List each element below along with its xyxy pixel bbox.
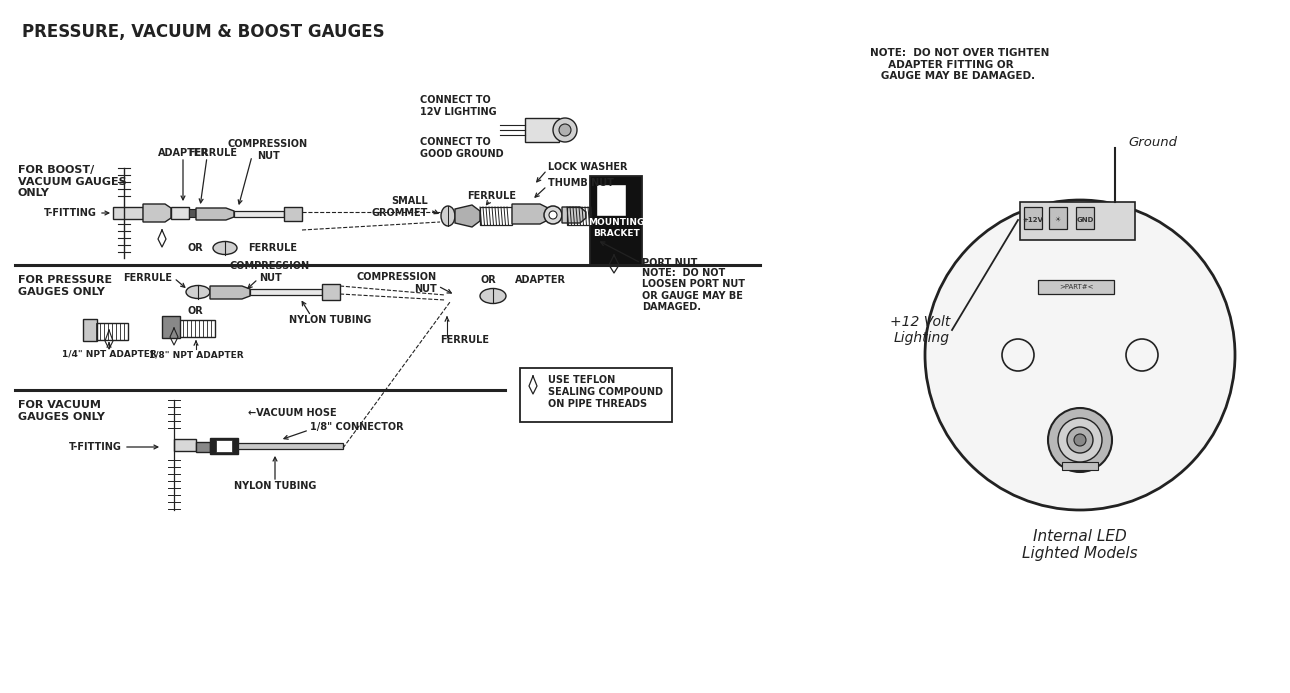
- Bar: [190, 209, 196, 217]
- Bar: [163, 316, 181, 338]
- Circle shape: [1067, 427, 1093, 453]
- Bar: [83, 319, 97, 341]
- Text: Internal LED
Lighted Models: Internal LED Lighted Models: [1022, 529, 1138, 561]
- Text: ADAPTER: ADAPTER: [515, 275, 566, 285]
- Circle shape: [1075, 434, 1086, 446]
- Bar: [568, 207, 590, 225]
- Text: T-FITTING: T-FITTING: [44, 208, 97, 218]
- Bar: [1062, 462, 1098, 470]
- Bar: [480, 207, 512, 225]
- Circle shape: [559, 124, 571, 136]
- Bar: [215, 440, 232, 452]
- Bar: [322, 284, 341, 300]
- Bar: [237, 443, 343, 449]
- Polygon shape: [455, 205, 480, 227]
- Bar: [1038, 280, 1115, 294]
- Text: FERRULE: FERRULE: [123, 273, 172, 283]
- Bar: [1024, 207, 1042, 229]
- Text: USE TEFLON
SEALING COMPOUND
ON PIPE THREADS: USE TEFLON SEALING COMPOUND ON PIPE THRE…: [548, 376, 663, 409]
- Circle shape: [1047, 408, 1112, 472]
- Text: PRESSURE, VACUUM & BOOST GAUGES: PRESSURE, VACUUM & BOOST GAUGES: [22, 23, 384, 41]
- Text: LOCK WASHER: LOCK WASHER: [548, 162, 627, 172]
- Bar: [1049, 207, 1067, 229]
- Polygon shape: [562, 207, 586, 223]
- Bar: [114, 207, 143, 219]
- Text: 1/8" NPT ADAPTER: 1/8" NPT ADAPTER: [148, 351, 244, 360]
- Ellipse shape: [480, 288, 506, 304]
- Text: GND: GND: [1076, 217, 1094, 223]
- Text: FOR VACUUM
GAUGES ONLY: FOR VACUUM GAUGES ONLY: [18, 400, 104, 421]
- Text: THUMB NUT: THUMB NUT: [548, 178, 614, 188]
- Bar: [90, 323, 128, 340]
- Text: 1/4" NPT ADAPTER: 1/4" NPT ADAPTER: [62, 349, 156, 358]
- Text: FERRULE: FERRULE: [188, 148, 237, 158]
- Bar: [174, 439, 196, 451]
- Bar: [250, 289, 322, 295]
- Bar: [177, 320, 215, 337]
- Text: FOR PRESSURE
GAUGES ONLY: FOR PRESSURE GAUGES ONLY: [18, 275, 112, 297]
- Text: FOR BOOST/
VACUUM GAUGES
ONLY: FOR BOOST/ VACUUM GAUGES ONLY: [18, 165, 126, 198]
- Text: MOUNTING
BRACKET: MOUNTING BRACKET: [588, 218, 644, 238]
- Bar: [525, 118, 559, 142]
- Circle shape: [925, 200, 1235, 510]
- Circle shape: [1058, 418, 1102, 462]
- Text: >PART#<: >PART#<: [1059, 284, 1093, 290]
- Circle shape: [550, 211, 557, 219]
- Text: PORT NUT: PORT NUT: [642, 258, 698, 268]
- Ellipse shape: [186, 286, 210, 299]
- Text: COMPRESSION
NUT: COMPRESSION NUT: [230, 261, 310, 283]
- Text: COMPRESSION
NUT: COMPRESSION NUT: [357, 272, 437, 294]
- Bar: [284, 207, 302, 221]
- Text: CONNECT TO
12V LIGHTING: CONNECT TO 12V LIGHTING: [421, 95, 497, 117]
- Bar: [520, 368, 672, 422]
- Text: OR: OR: [187, 306, 203, 316]
- Text: +12V: +12V: [1023, 217, 1044, 223]
- Text: NYLON TUBING: NYLON TUBING: [289, 315, 372, 325]
- Bar: [1020, 202, 1135, 240]
- Polygon shape: [143, 204, 172, 222]
- Ellipse shape: [441, 206, 455, 226]
- Ellipse shape: [213, 241, 237, 254]
- Text: ADAPTER: ADAPTER: [157, 148, 209, 158]
- Text: NOTE:  DO NOT OVER TIGHTEN
     ADAPTER FITTING OR
   GAUGE MAY BE DAMAGED.: NOTE: DO NOT OVER TIGHTEN ADAPTER FITTIN…: [869, 48, 1049, 81]
- Bar: [1076, 207, 1094, 229]
- Text: COMPRESSION
NUT: COMPRESSION NUT: [228, 139, 308, 161]
- Text: ←VACUUM HOSE: ←VACUUM HOSE: [248, 408, 337, 418]
- Text: FERRULE: FERRULE: [467, 191, 516, 201]
- Text: 1/8" CONNECTOR: 1/8" CONNECTOR: [310, 422, 404, 432]
- Text: FERRULE: FERRULE: [440, 335, 489, 345]
- Bar: [196, 442, 210, 452]
- Text: CONNECT TO
GOOD GROUND: CONNECT TO GOOD GROUND: [421, 137, 503, 159]
- Text: Ground: Ground: [1127, 137, 1176, 150]
- Bar: [210, 438, 237, 454]
- Text: SMALL
GROMMET: SMALL GROMMET: [372, 196, 428, 218]
- Text: FERRULE: FERRULE: [248, 243, 297, 253]
- Bar: [172, 207, 190, 219]
- Polygon shape: [196, 208, 233, 220]
- Bar: [590, 176, 642, 266]
- Text: NYLON TUBING: NYLON TUBING: [233, 481, 316, 491]
- Text: ☀: ☀: [1055, 217, 1062, 223]
- Text: OR: OR: [187, 243, 203, 253]
- Text: +12 Volt
Lighting: +12 Volt Lighting: [890, 315, 949, 345]
- Circle shape: [544, 206, 562, 224]
- Circle shape: [553, 118, 577, 142]
- Text: NOTE:  DO NOT
LOOSEN PORT NUT
OR GAUGE MAY BE
DAMAGED.: NOTE: DO NOT LOOSEN PORT NUT OR GAUGE MA…: [642, 267, 746, 313]
- Polygon shape: [512, 204, 548, 224]
- Bar: [596, 184, 626, 216]
- Text: OR: OR: [480, 275, 495, 285]
- Bar: [233, 211, 284, 217]
- Polygon shape: [210, 286, 250, 299]
- Text: T-FITTING: T-FITTING: [70, 442, 123, 452]
